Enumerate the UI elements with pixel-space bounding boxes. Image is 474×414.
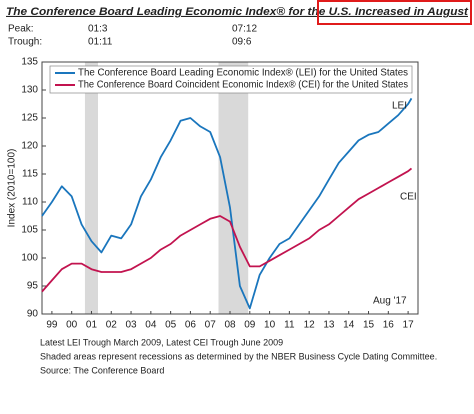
x-tick-label: 02 bbox=[106, 320, 118, 331]
x-tick-label: 08 bbox=[224, 320, 236, 331]
annotation: Aug '17 bbox=[373, 296, 407, 307]
x-tick-label: 06 bbox=[185, 320, 197, 331]
trough-date: 09:6 bbox=[232, 37, 252, 48]
y-tick-label: 125 bbox=[21, 113, 38, 124]
y-tick-label: 110 bbox=[22, 197, 38, 208]
y-tick-label: 100 bbox=[21, 253, 38, 264]
x-tick-label: 99 bbox=[46, 320, 58, 331]
footnote: Latest LEI Trough March 2009, Latest CEI… bbox=[40, 337, 283, 347]
y-tick-label: 120 bbox=[21, 141, 38, 152]
x-tick-label: 11 bbox=[284, 320, 295, 331]
footnote: Source: The Conference Board bbox=[40, 365, 164, 375]
y-tick-label: 130 bbox=[21, 85, 38, 96]
x-tick-label: 13 bbox=[323, 320, 335, 331]
trough-label: Trough: bbox=[8, 37, 42, 48]
trough-date: 01:11 bbox=[88, 37, 113, 48]
annotation: CEI bbox=[400, 192, 417, 203]
footnote: Shaded areas represent recessions as det… bbox=[40, 351, 437, 361]
x-tick-label: 00 bbox=[66, 320, 78, 331]
y-tick-label: 90 bbox=[27, 309, 39, 320]
y-tick-label: 95 bbox=[27, 281, 39, 292]
legend-box bbox=[49, 65, 413, 94]
x-tick-label: 05 bbox=[165, 320, 177, 331]
peak-date: 01:3 bbox=[88, 24, 108, 35]
chart-title: The Conference Board Leading Economic In… bbox=[6, 6, 469, 18]
x-tick-label: 03 bbox=[125, 320, 137, 331]
x-tick-label: 14 bbox=[343, 320, 355, 331]
y-tick-label: 105 bbox=[21, 225, 38, 236]
peak-label: Peak: bbox=[8, 24, 34, 35]
y-tick-label: 135 bbox=[21, 57, 38, 68]
x-tick-label: 16 bbox=[383, 320, 395, 331]
legend-label: The Conference Board Coincident Economic… bbox=[78, 80, 408, 91]
highlight-box bbox=[317, 0, 472, 25]
x-tick-label: 17 bbox=[403, 320, 415, 331]
x-tick-label: 01 bbox=[86, 320, 98, 331]
annotation: LEI bbox=[392, 101, 407, 112]
series-line bbox=[41, 167, 413, 293]
series-line bbox=[41, 97, 413, 310]
x-tick-label: 09 bbox=[244, 320, 256, 331]
x-tick-label: 12 bbox=[304, 320, 316, 331]
peak-date: 07:12 bbox=[232, 24, 257, 35]
x-tick-label: 10 bbox=[264, 320, 276, 331]
recession-band bbox=[84, 62, 99, 314]
y-tick-label: 115 bbox=[22, 169, 38, 180]
y-axis-label: Index (2010=100) bbox=[7, 149, 18, 228]
x-tick-label: 07 bbox=[205, 320, 217, 331]
legend-label: The Conference Board Leading Economic In… bbox=[78, 68, 408, 79]
x-tick-label: 15 bbox=[363, 320, 375, 331]
x-tick-label: 04 bbox=[145, 320, 157, 331]
recession-band bbox=[218, 62, 249, 314]
